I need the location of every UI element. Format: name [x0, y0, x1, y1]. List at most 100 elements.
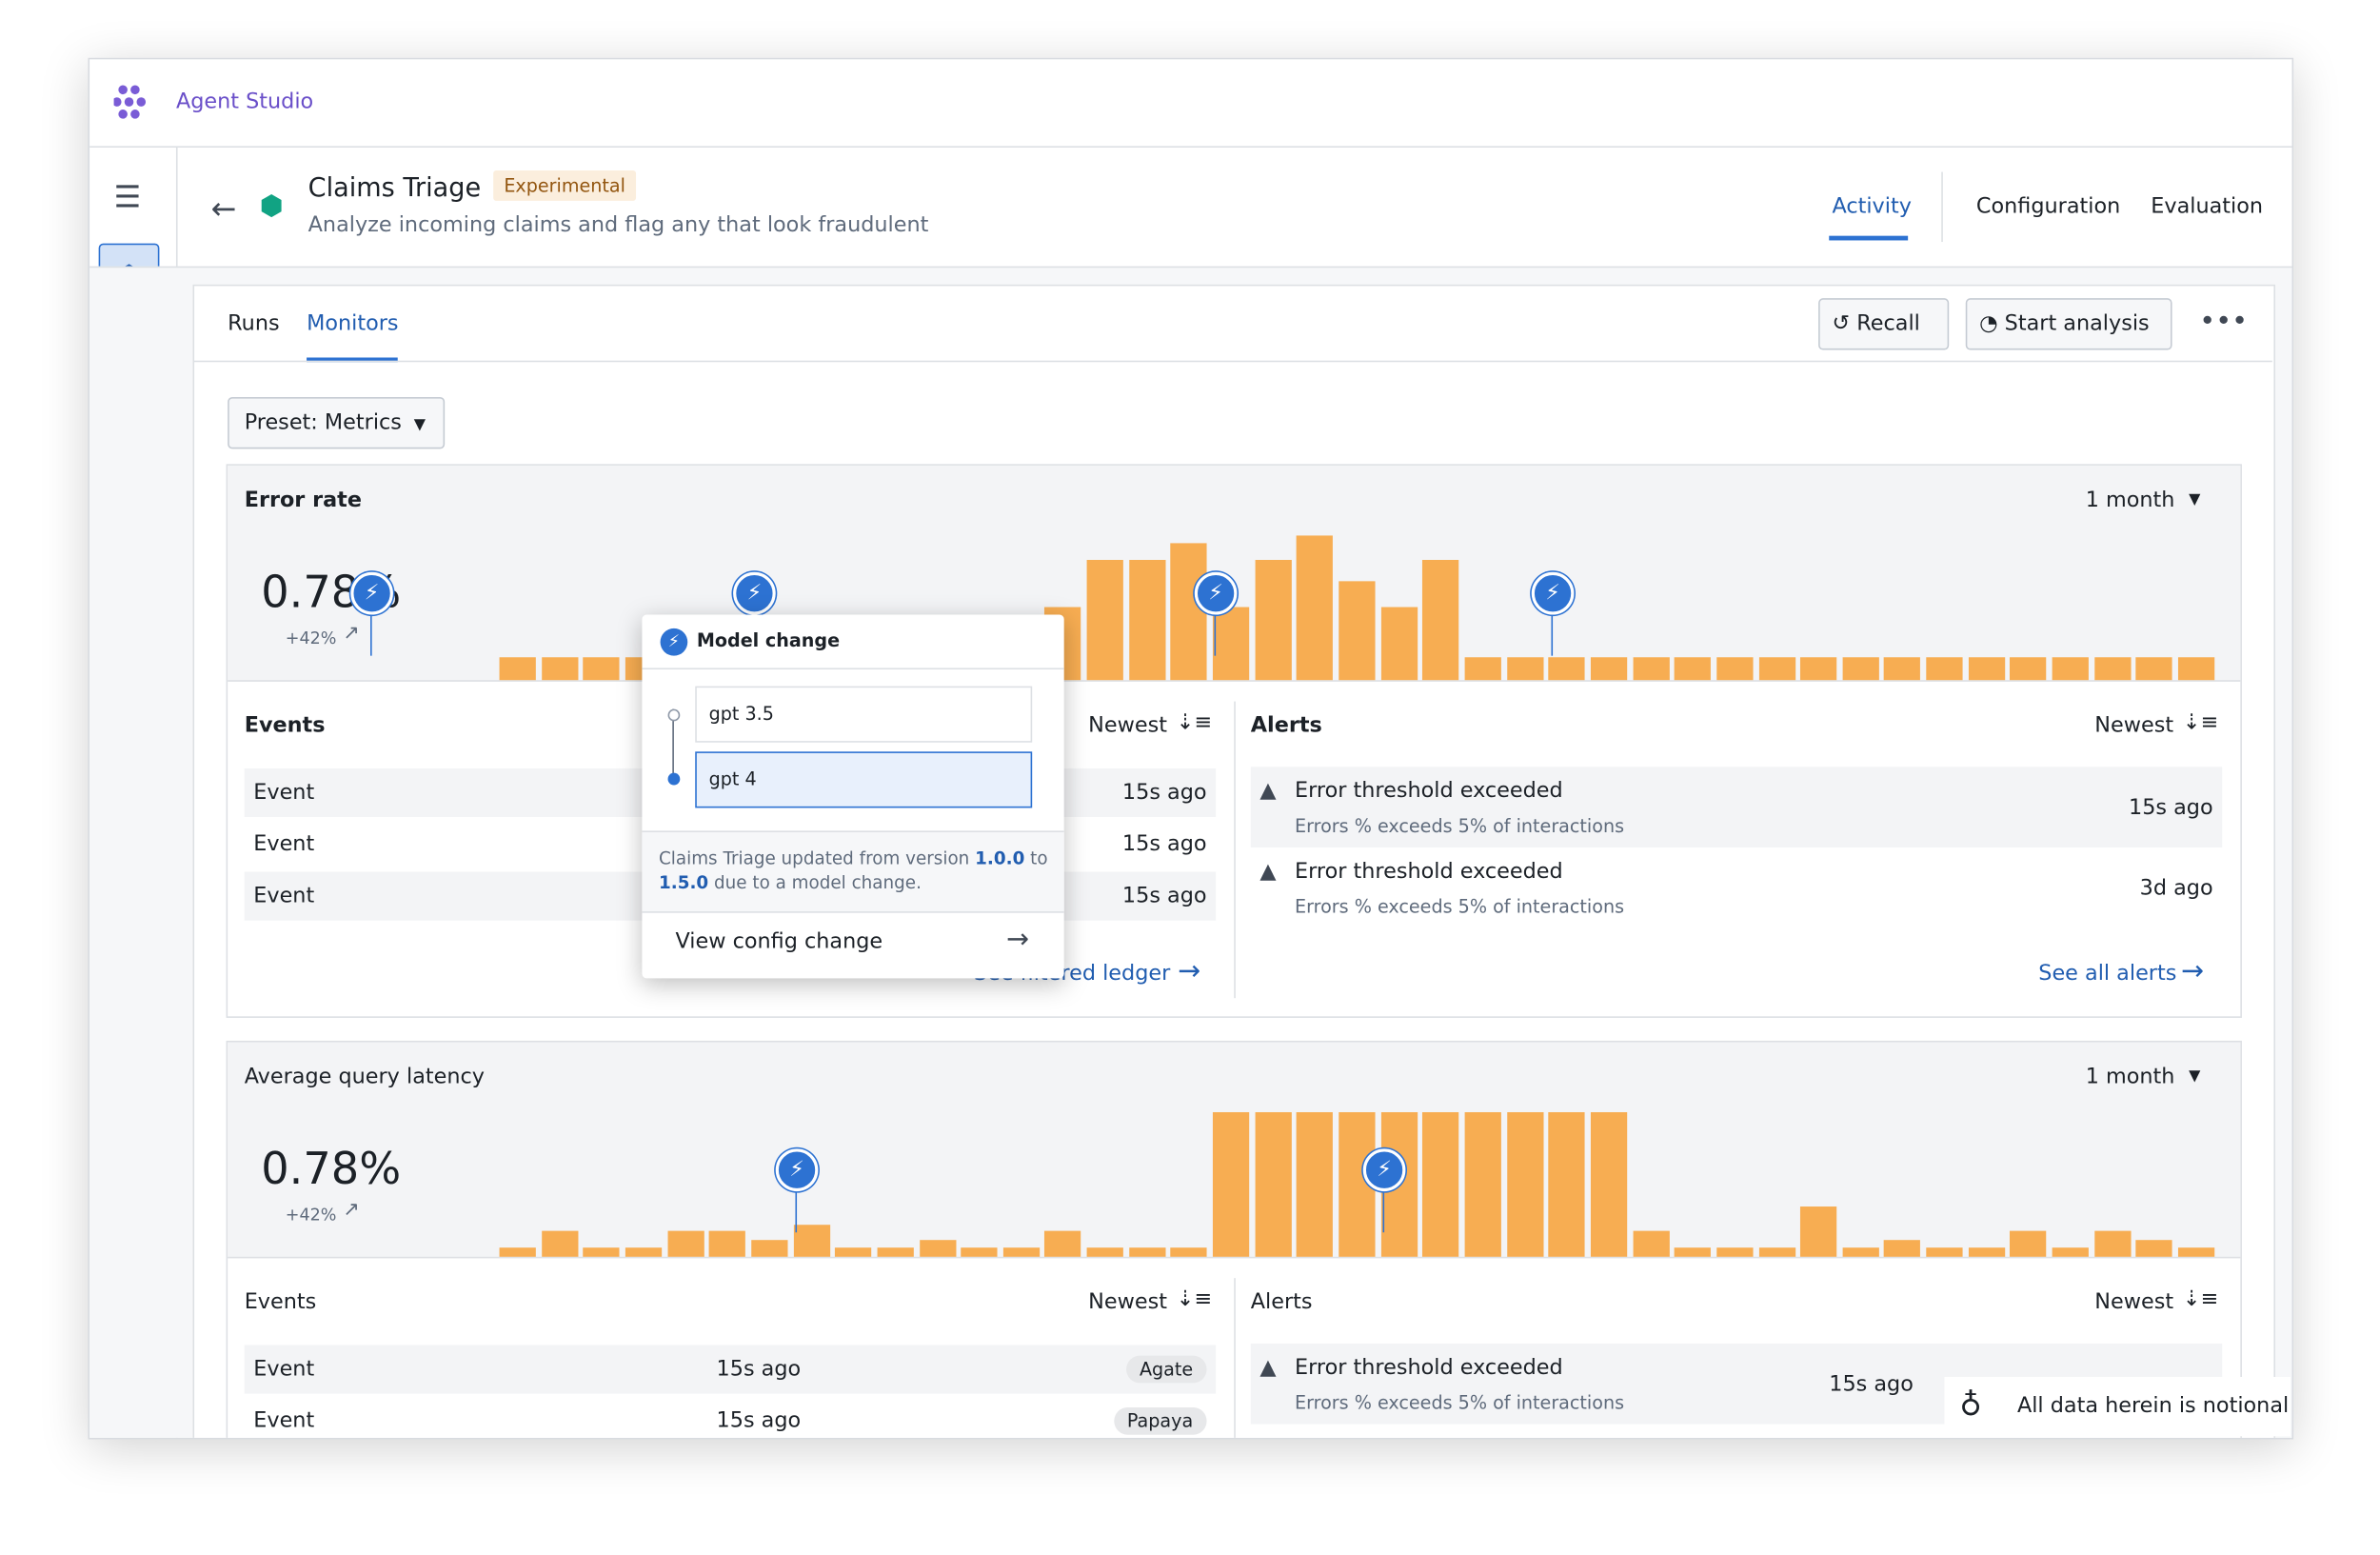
warn-icon: ▲ [1259, 1355, 1277, 1381]
bar [2010, 1230, 2047, 1257]
version-label: gpt 3.5 [708, 703, 774, 725]
version-label: gpt 4 [708, 768, 757, 790]
version-old[interactable]: gpt 3.5 [695, 686, 1033, 743]
popup: ⚡ Model change gpt 3.5 gpt 4 Claims Tria… [642, 614, 1064, 979]
note-version: 1.5.0 [658, 871, 709, 893]
sort-icon: ⇣≡ [1176, 710, 1213, 735]
bar [1590, 657, 1628, 681]
event-pin[interactable]: ⚡ [775, 1148, 819, 1192]
alert-time: 15s ago [1829, 1372, 1914, 1397]
bar [1297, 1111, 1334, 1257]
back-arrow[interactable]: ← [210, 189, 237, 228]
sort[interactable]: Newest [2094, 713, 2174, 738]
note-bg [642, 830, 1064, 913]
event-pin[interactable]: ⚡ [733, 571, 776, 615]
events-title: Events [244, 1289, 317, 1315]
bar [499, 1247, 536, 1257]
app-name: Agent Studio [175, 90, 314, 114]
tab-configuration[interactable]: Configuration [1975, 194, 2121, 220]
timeline [672, 708, 674, 776]
event-pin[interactable]: ⚡ [1362, 1148, 1406, 1192]
caret: ▼ [2189, 491, 2201, 508]
event-time: 15s ago [1121, 884, 1207, 908]
divider [1234, 701, 1236, 999]
popup-link[interactable]: View config change [675, 929, 883, 954]
bar [1086, 1247, 1124, 1257]
metric-value: 0.78% [261, 1142, 402, 1195]
bar [1926, 1247, 1963, 1257]
preset-select[interactable]: Preset: Metrics ▼ [228, 397, 446, 449]
bar [1632, 1230, 1670, 1257]
bar [583, 1247, 620, 1257]
alert-time: 3d ago [2139, 876, 2213, 901]
bar [2177, 1247, 2215, 1257]
recall-button[interactable]: ↺ Recall [1818, 298, 1950, 350]
event-pin[interactable]: ⚡ [1194, 571, 1238, 615]
pin-stem [1214, 611, 1217, 656]
trend-icon: ↗ [343, 1199, 360, 1223]
subtab-monitors[interactable]: Monitors [307, 311, 399, 337]
range-select[interactable]: 1 month [2085, 488, 2175, 513]
bar [1968, 1247, 2005, 1257]
bar [1716, 657, 1754, 681]
arrow: → [1006, 923, 1030, 956]
warn-icon: ▲ [1259, 779, 1277, 804]
event-tag: Papaya [1113, 1406, 1207, 1435]
divider [1234, 1278, 1236, 1438]
alerts-title: Alerts [1250, 1289, 1313, 1315]
range-select[interactable]: 1 month [2085, 1065, 2175, 1090]
more-button[interactable]: ••• [2199, 306, 2249, 338]
bar [1926, 657, 1963, 681]
event-label: Event [253, 831, 315, 857]
event-time: 15s ago [1121, 780, 1207, 806]
bar [1255, 559, 1292, 681]
monitor-title: Average query latency [244, 1065, 485, 1090]
pin-stem [795, 1187, 798, 1233]
badge: Experimental [493, 169, 637, 201]
chart-area: Error rate 1 month ▼ 0.78% +42% ↗ ⚡ ⚡ ⚡ ⚡ [228, 465, 2241, 682]
trend-icon: ↗ [343, 622, 360, 646]
bar [499, 657, 536, 681]
notice-text: All data herein is notional [2016, 1393, 2290, 1419]
note-text: Claims Triage updated from version [658, 847, 976, 869]
bar [1422, 559, 1459, 681]
alert-detail: Errors % exceeds 5% of interactions [1295, 1391, 1625, 1414]
metric-change: +42% [285, 1205, 337, 1226]
menu-icon[interactable]: ☰ [113, 177, 142, 215]
event-pin[interactable]: ⚡ [1531, 571, 1575, 615]
bar [1044, 1230, 1081, 1257]
bar [1590, 1111, 1628, 1257]
sort[interactable]: Newest [1088, 1289, 1167, 1315]
bar [1968, 657, 2005, 681]
bar [1842, 657, 1879, 681]
bar [2052, 657, 2089, 681]
sort[interactable]: Newest [2094, 1289, 2174, 1315]
alert-detail: Errors % exceeds 5% of interactions [1295, 896, 1625, 918]
sort[interactable]: Newest [1088, 713, 1167, 738]
tab-activity[interactable]: Activity [1832, 194, 1912, 220]
bar [751, 1240, 788, 1257]
alerts-link[interactable]: See all alerts [2038, 961, 2177, 987]
alerts-title: Alerts [1250, 713, 1322, 738]
bar [877, 1247, 914, 1257]
arrow: → [2181, 955, 2205, 987]
popup-title: Model change [696, 629, 841, 651]
sort-icon: ⇣≡ [2182, 710, 2219, 735]
popup-icon: ⚡ [660, 628, 688, 656]
version-new[interactable]: gpt 4 [695, 751, 1033, 808]
event-pin[interactable]: ⚡ [350, 571, 393, 615]
event-time: 15s ago [716, 1357, 802, 1382]
subtab-runs[interactable]: Runs [228, 311, 280, 337]
tab-evaluation[interactable]: Evaluation [2151, 194, 2264, 220]
bar [1086, 559, 1124, 681]
bar [1674, 1247, 1712, 1257]
monitor-card: Error rate 1 month ▼ 0.78% +42% ↗ ⚡ ⚡ ⚡ ⚡ Events Ne… [226, 464, 2242, 1018]
bar [1884, 1240, 1921, 1257]
bar [1380, 607, 1418, 681]
divider [642, 668, 1064, 670]
analysis-button[interactable]: ◔ Start analysis [1965, 298, 2172, 350]
pin-stem [1551, 611, 1554, 656]
bar [1170, 543, 1208, 681]
tab-indicator [1829, 235, 1909, 241]
